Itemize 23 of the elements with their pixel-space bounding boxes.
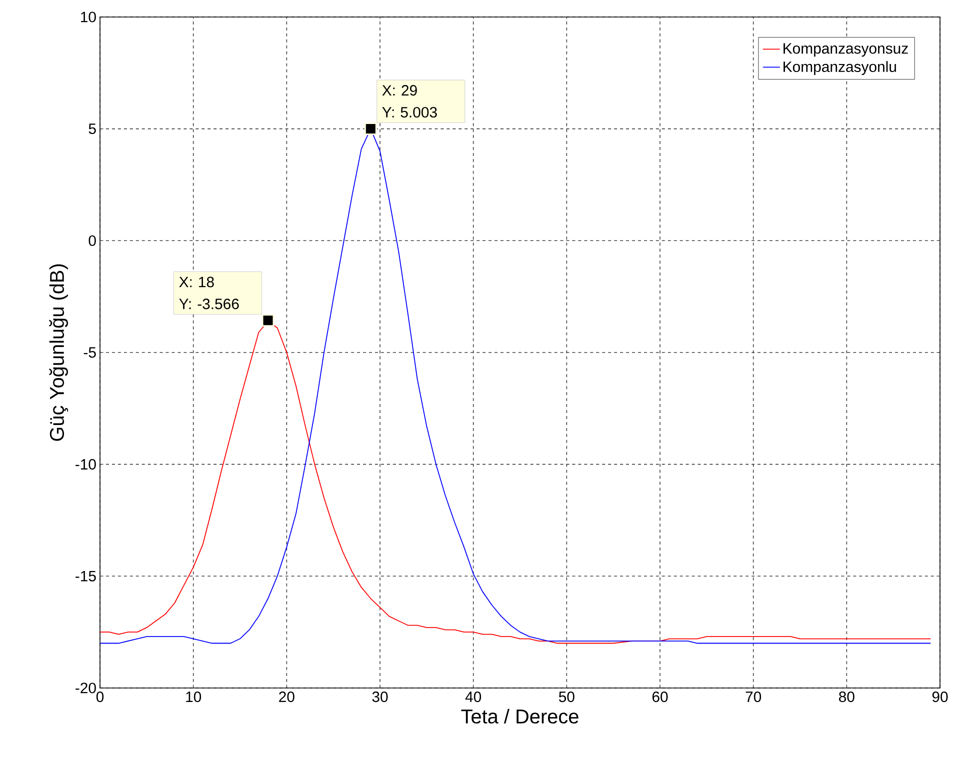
annotation: X: 29 Y: 5.003 xyxy=(382,85,437,118)
x-tick-label: 0 xyxy=(96,692,104,702)
y-tick-label: -10 xyxy=(76,459,96,470)
legend-label: Kompanzasyonsuz xyxy=(784,43,908,57)
y-tick-label: -15 xyxy=(76,570,96,582)
x-tick-label: 60 xyxy=(652,692,668,702)
x-tick-label: 50 xyxy=(558,692,574,702)
x-tick-label: 90 xyxy=(932,692,948,702)
y-axis-title: Güç Yoğunluğu (dB) xyxy=(49,264,68,441)
y-tick-label: 0 xyxy=(88,235,96,246)
y-tick-label: -5 xyxy=(84,347,96,358)
x-tick-label: 40 xyxy=(465,692,482,702)
y-tick-label: -20 xyxy=(76,682,96,694)
x-tick-label: 20 xyxy=(279,692,294,702)
legend-label: Kompanzasyonlu xyxy=(784,61,896,75)
y-tick-label: 5 xyxy=(88,124,96,134)
x-axis-title: Teta / Derece xyxy=(461,708,578,724)
x-tick-label: 70 xyxy=(746,692,762,702)
x-tick-label: 80 xyxy=(839,692,854,702)
y-tick-label: 10 xyxy=(81,12,96,22)
annotation: X: 18 Y: -3.566 xyxy=(179,276,239,310)
x-tick-label: 30 xyxy=(372,692,388,702)
x-tick-label: 10 xyxy=(186,692,202,702)
